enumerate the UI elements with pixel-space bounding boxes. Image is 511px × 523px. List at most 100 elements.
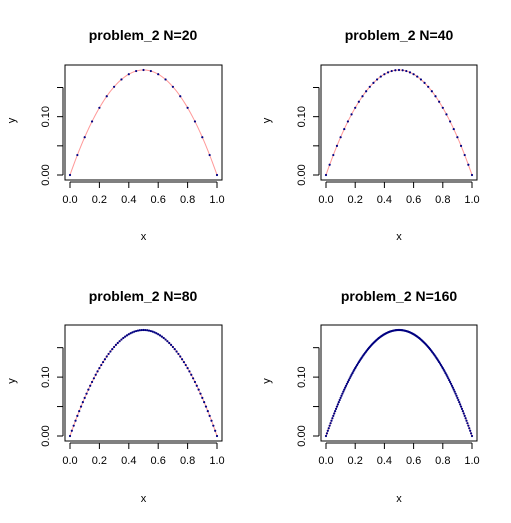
y-tick-label: 0.10: [296, 106, 308, 127]
x-tick-label: 0.8: [435, 194, 450, 206]
data-point: [103, 358, 107, 361]
data-point: [164, 338, 167, 341]
data-point: [346, 380, 349, 384]
data-point: [127, 73, 130, 76]
data-point: [354, 106, 357, 109]
x-tick-label: 0.6: [151, 455, 166, 467]
data-point: [120, 78, 123, 81]
data-point: [153, 331, 156, 334]
data-point: [469, 429, 472, 432]
data-point: [142, 68, 145, 72]
data-point: [144, 328, 147, 332]
data-point: [171, 345, 174, 349]
data-point: [330, 419, 333, 422]
data-point: [339, 136, 342, 139]
data-point: [215, 173, 219, 177]
panel-2: problem_2 N=40 0.0 0.2 0.4 0.6 0.8 1.0 x 0.00 0.1…: [261, 27, 480, 243]
x-tick-label: 0.2: [348, 455, 363, 467]
x-tick-label: 1.0: [209, 194, 224, 206]
plot-frame: [320, 64, 478, 181]
data-point: [96, 370, 99, 373]
data-point: [444, 371, 447, 375]
data-point: [449, 120, 452, 123]
data-point: [331, 417, 334, 420]
data-point: [451, 386, 454, 389]
data-point: [118, 340, 121, 343]
data-point: [327, 427, 330, 430]
data-point: [401, 69, 404, 72]
data-point: [85, 392, 88, 395]
data-point: [470, 434, 474, 438]
data-point: [430, 90, 433, 93]
data-point: [397, 68, 401, 72]
data-point: [346, 120, 349, 123]
data-point: [72, 424, 75, 427]
data-point: [81, 401, 84, 404]
data-point: [133, 330, 136, 333]
data-point: [434, 95, 437, 98]
data-point: [155, 332, 158, 335]
data-point: [335, 144, 339, 147]
data-point: [100, 363, 103, 367]
data-point: [350, 373, 353, 376]
data-point: [208, 414, 211, 417]
data-point: [447, 377, 450, 380]
data-point: [325, 432, 329, 435]
x-tick-label: 0.6: [151, 194, 166, 206]
data-point: [372, 81, 375, 84]
data-point: [125, 334, 129, 337]
data-point: [445, 113, 448, 116]
y-tick-label: 0.00: [296, 164, 308, 185]
data-point: [173, 348, 176, 351]
data-point: [149, 329, 152, 333]
data-point: [453, 390, 456, 393]
data-point: [179, 355, 182, 358]
data-point: [105, 95, 108, 98]
data-point: [98, 367, 101, 370]
data-point: [122, 336, 125, 340]
x-tick-label: 0.2: [348, 194, 363, 206]
data-point: [68, 173, 72, 177]
data-point: [341, 392, 344, 395]
x-tick-label: 0.4: [377, 194, 392, 206]
data-point: [169, 343, 173, 347]
x-axis-label: x: [141, 493, 147, 505]
data-point: [368, 85, 371, 88]
data-point: [70, 429, 73, 432]
data-point: [188, 370, 191, 373]
data-point: [98, 106, 101, 109]
y-tick-label: 0.00: [40, 164, 52, 185]
data-point: [466, 422, 469, 425]
data-point: [101, 360, 105, 364]
data-point: [459, 405, 463, 408]
data-point: [116, 341, 119, 345]
data-point: [193, 120, 197, 123]
chart-title: problem_2 N=40: [345, 27, 454, 43]
data-point: [76, 414, 79, 417]
data-point: [138, 329, 141, 332]
data-point: [136, 329, 140, 332]
data-point: [452, 127, 455, 131]
data-point: [455, 394, 458, 397]
x-tick-label: 0.6: [406, 194, 421, 206]
x-tick-label: 0.0: [318, 194, 333, 206]
data-point: [445, 373, 448, 376]
x-tick-label: 0.4: [377, 455, 392, 467]
data-point: [324, 434, 328, 438]
x-tick-label: 0.8: [180, 194, 195, 206]
y-axis-label: y: [261, 378, 273, 384]
x-tick-label: 0.0: [318, 455, 333, 467]
data-point: [334, 407, 338, 410]
data-point: [158, 334, 162, 337]
x-tick-label: 0.0: [62, 194, 77, 206]
data-point: [365, 90, 368, 93]
data-point: [157, 73, 160, 76]
data-point: [353, 368, 356, 371]
data-point: [212, 424, 215, 427]
data-point: [177, 352, 180, 356]
data-point: [465, 419, 468, 422]
x-tick-label: 0.2: [92, 194, 107, 206]
data-point: [193, 380, 197, 384]
panel-3: problem_2 N=80 0.0 0.2 0.4 0.6 0.8 1.0 x 0.00 0.1…: [6, 288, 225, 505]
data-point: [186, 367, 189, 370]
